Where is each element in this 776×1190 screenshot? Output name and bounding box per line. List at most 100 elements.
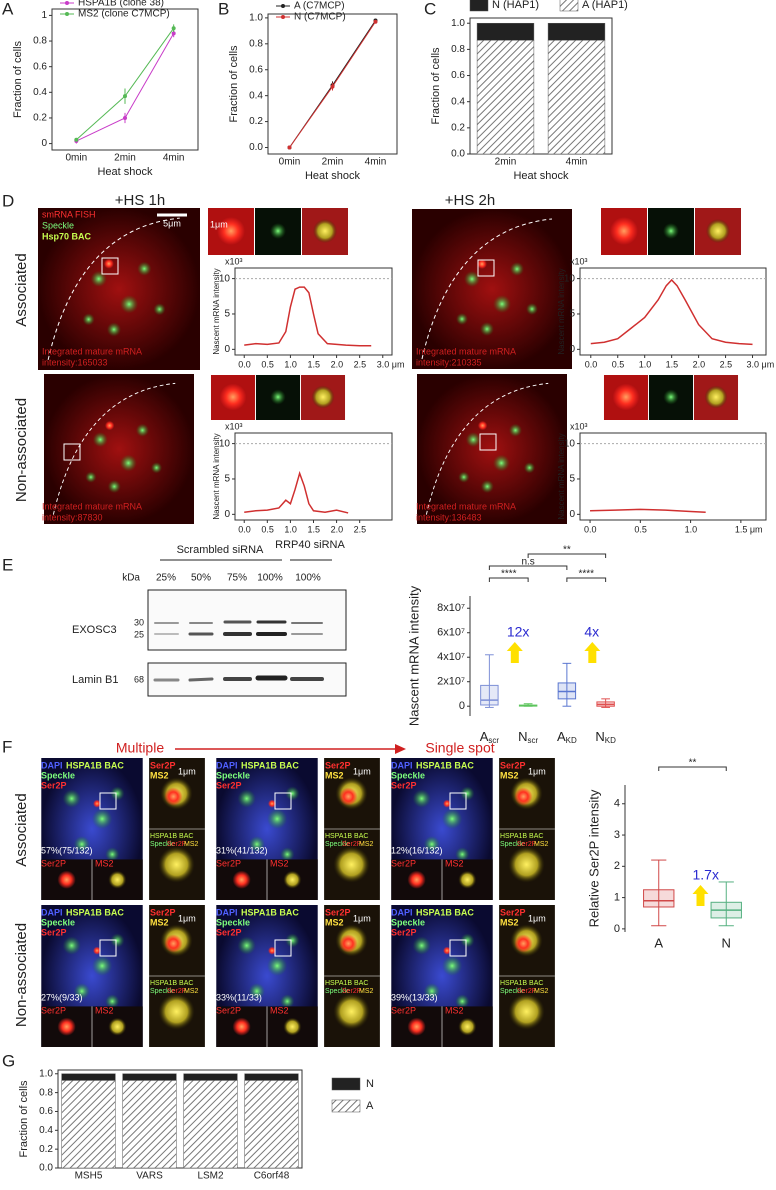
y-tick-label: 0 [569, 344, 575, 355]
y-axis-label: Relative Ser2P intensity [586, 789, 601, 927]
channel-label: MS2 [270, 1005, 289, 1015]
y-axis-label: Fraction of cells [12, 40, 24, 118]
marker-label: 30 [134, 617, 144, 627]
channel-label: DAPI [216, 760, 238, 770]
row-label: Associated [13, 793, 30, 866]
legend-label: A (C7MCP) [294, 1, 345, 12]
point [330, 84, 335, 89]
y-tick-label: 0.0 [39, 1163, 53, 1174]
y-tick-label: 0 [614, 923, 620, 935]
bar-segment [61, 1073, 116, 1081]
channel-label: Ser2P [41, 858, 66, 868]
roi-box [479, 433, 497, 451]
group-label: RRP40 siRNA [275, 539, 345, 551]
x-tick-label: 2.5 [354, 524, 367, 534]
merge-label: Speckle [325, 841, 350, 848]
y-tick-label: 0.4 [39, 1125, 53, 1136]
channel-label: Ser2P [216, 858, 241, 868]
y-tick-label: 1 [614, 892, 620, 904]
x-tick-label: 1.0 [284, 524, 297, 534]
scale-label: 5μm [163, 218, 181, 228]
merge-label: MS2 [534, 841, 549, 848]
panel-label: B [218, 0, 229, 18]
category: N [518, 729, 527, 744]
channel-label: HSPA1B BAC [241, 907, 299, 917]
x-tick-label: 4min [365, 157, 387, 168]
x-tick-label: NKD [595, 729, 616, 745]
category: A [480, 729, 489, 744]
intensity-label: intensity:210335 [416, 357, 482, 367]
series-line [590, 278, 753, 346]
x-tick-label: 1.0 [685, 524, 698, 534]
y-multiplier: x10³ [225, 421, 243, 431]
x-tick-label: MSH5 [75, 1171, 103, 1182]
bar-segment [547, 22, 606, 41]
y-axis-label: Fraction of cells [430, 47, 442, 125]
x-tick-label: 0.5 [261, 524, 274, 534]
merge-label: MS2 [359, 841, 374, 848]
fold-label: 1.7x [693, 867, 719, 883]
y-axis-label: Nascent mRNA intensity [212, 433, 221, 519]
x-tick-label: 2.0 [331, 359, 344, 369]
x-tick-label: 2.0 [331, 524, 344, 534]
inset [210, 375, 346, 420]
significance-bracket [488, 565, 568, 570]
fold-label: 12x [507, 624, 530, 640]
channel-label: DAPI [391, 760, 413, 770]
inset-label: Ser2P [150, 760, 176, 770]
bar-segment [476, 39, 535, 155]
category-subscript: KD [605, 736, 616, 745]
merge-label: Ser2P [342, 988, 362, 995]
inset-label: MS2 [325, 770, 344, 780]
inset-label: Ser2P [325, 907, 351, 917]
x-tick-label: VARS [136, 1171, 163, 1182]
kda-label: kDa [122, 573, 140, 584]
significance-bracket [566, 577, 607, 582]
intensity-label: intensity:87830 [42, 512, 103, 522]
scale-label: 1μm [353, 913, 371, 923]
y-tick-label: 10 [219, 438, 231, 449]
inset-label: Ser2P [500, 760, 526, 770]
roi-box [99, 792, 117, 810]
panel-label: F [2, 737, 12, 756]
legend-swatch [331, 1077, 361, 1091]
x-tick-label: N [722, 935, 731, 950]
x-tick-label: Ascr [480, 729, 500, 745]
x-tick-label: 2.0 [693, 359, 706, 369]
x-tick-label: 0.0 [585, 359, 598, 369]
significance-label: ** [563, 545, 571, 556]
merge-label: HSPA1B BAC [325, 833, 368, 840]
y-tick-label: 10 [564, 438, 576, 449]
group-label: Scrambled siRNA [177, 544, 264, 556]
merge-label: Ser2P [517, 841, 537, 848]
channel-label: HSPA1B BAC [66, 760, 124, 770]
merge-label: Speckle [150, 988, 175, 995]
plot-frame [579, 432, 767, 521]
blot [147, 589, 347, 651]
channel-label: Speckle [216, 770, 250, 780]
y-tick-label: 8x10⁷ [437, 602, 465, 614]
scale-label: 1μm [353, 766, 371, 776]
x-tick-label: 3.0 μm [747, 359, 775, 369]
y-tick-label: 0.8 [39, 1087, 53, 1098]
significance-label: n.s [521, 557, 534, 568]
channel-label: MS2 [270, 858, 289, 868]
bands [153, 620, 324, 682]
channel-label: Ser2P [216, 1005, 241, 1015]
y-tick-label: 0.8 [451, 44, 465, 55]
lane-label: 100% [257, 573, 283, 584]
x-tick-label: AKD [557, 729, 577, 745]
channel-label: Ser2P [216, 780, 242, 790]
merge-label: MS2 [184, 841, 199, 848]
panel-label: A [2, 0, 14, 18]
channel-label: MS2 [95, 858, 114, 868]
merge-label: HSPA1B BAC [325, 980, 368, 987]
y-tick-label: 1.0 [39, 1068, 53, 1079]
x-tick-label: LSM2 [197, 1171, 224, 1182]
box [643, 889, 675, 908]
y-tick-label: 0 [41, 138, 47, 149]
x-tick-label: 1.0 [639, 359, 652, 369]
roi-box [274, 939, 292, 957]
channel-label: DAPI [41, 760, 63, 770]
